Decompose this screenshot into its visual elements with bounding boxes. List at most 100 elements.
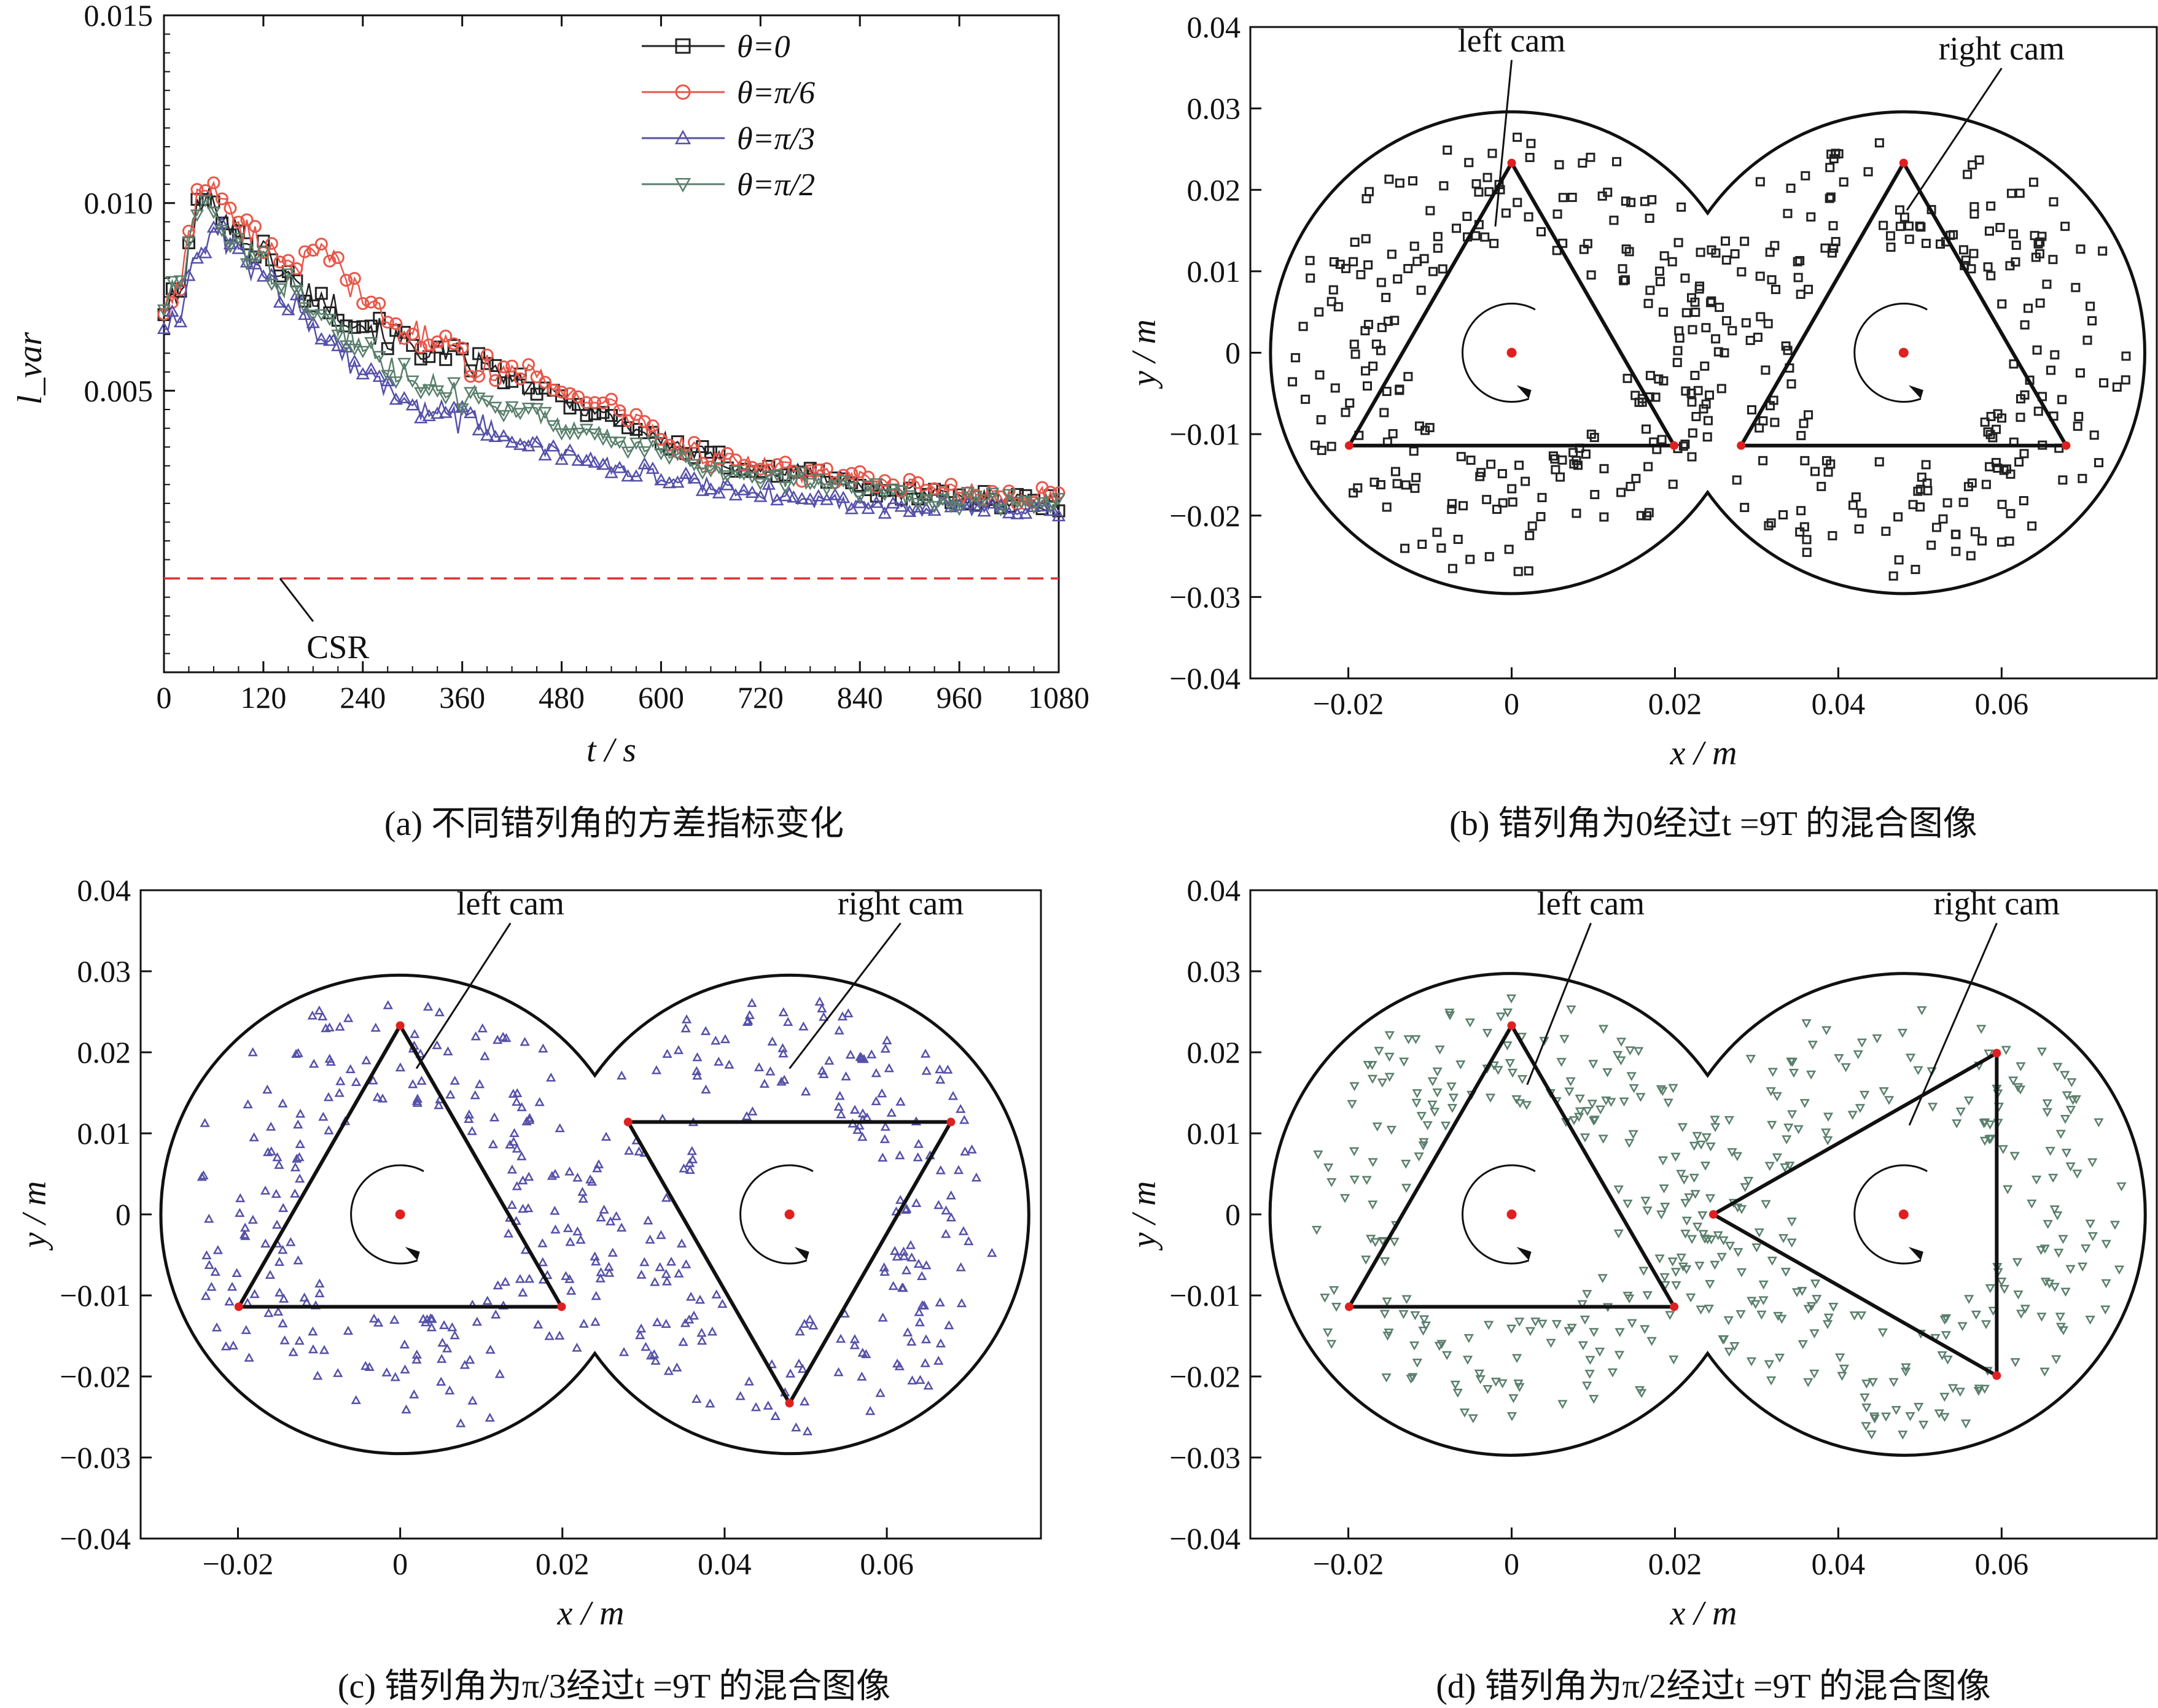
particle-marker xyxy=(1298,322,1308,332)
particle-marker xyxy=(1410,483,1420,493)
particle-marker xyxy=(1793,257,1802,266)
particle-marker xyxy=(636,1270,647,1279)
particle-marker xyxy=(1368,361,1378,371)
series-marker xyxy=(787,490,801,503)
particle-marker xyxy=(317,1011,328,1021)
particle-marker xyxy=(2016,1062,2026,1071)
particle-marker xyxy=(351,1395,361,1404)
particle-marker xyxy=(1599,512,1609,522)
particle-marker xyxy=(1409,1341,1420,1351)
particle-marker xyxy=(1537,492,1547,502)
series-marker xyxy=(844,481,859,495)
particle-marker xyxy=(1658,307,1668,317)
particle-marker xyxy=(1810,1279,1821,1289)
series-marker xyxy=(165,276,179,289)
particle-marker xyxy=(1580,1133,1591,1143)
particle-marker xyxy=(1672,357,1682,367)
series-marker xyxy=(464,370,477,383)
particle-marker xyxy=(914,1307,924,1316)
particle-marker xyxy=(1963,1096,1974,1106)
particle-marker xyxy=(1339,1194,1350,1203)
particle-marker xyxy=(2101,1279,2111,1289)
particle-marker xyxy=(1497,1379,1508,1389)
barrel-outline xyxy=(1268,972,2147,1457)
particle-marker xyxy=(1778,1234,1789,1243)
particle-marker xyxy=(1691,308,1700,317)
particle-marker xyxy=(292,1154,302,1163)
y-tick-label: 0.01 xyxy=(1187,254,1241,289)
particle-marker xyxy=(2087,316,2097,326)
particle-marker xyxy=(1367,1074,1378,1084)
particle-marker xyxy=(1508,497,1517,507)
particle-marker xyxy=(1668,479,1678,489)
particle-marker xyxy=(1417,539,1427,549)
particle-marker xyxy=(1468,1414,1478,1424)
x-tick-label: 480 xyxy=(539,680,585,715)
series-marker xyxy=(720,478,734,491)
particle-marker xyxy=(263,1308,274,1318)
series-marker xyxy=(157,322,171,335)
series-marker xyxy=(944,500,958,513)
particle-marker xyxy=(459,1360,470,1369)
particle-marker xyxy=(1514,460,1524,470)
series-marker xyxy=(803,492,817,505)
particle-marker xyxy=(857,1132,868,1141)
particle-marker xyxy=(1997,500,2007,510)
particle-marker xyxy=(368,1313,380,1323)
particle-marker xyxy=(1745,1055,1756,1064)
particle-marker xyxy=(871,1068,881,1077)
particle-marker xyxy=(1705,1142,1716,1152)
particle-marker xyxy=(1565,1077,1576,1087)
particle-marker xyxy=(1506,1412,1517,1421)
particle-marker xyxy=(1616,487,1626,497)
particle-marker xyxy=(1377,322,1387,332)
particle-marker xyxy=(836,1109,846,1119)
particle-marker xyxy=(913,1152,923,1162)
particle-marker xyxy=(241,1325,251,1334)
series-marker xyxy=(314,287,328,300)
series-marker xyxy=(455,403,469,416)
particle-marker xyxy=(1837,1372,1847,1381)
series-3 xyxy=(157,195,1066,517)
particle-marker xyxy=(1374,1047,1384,1056)
particle-marker xyxy=(1984,1135,1995,1144)
particle-marker xyxy=(2004,536,2014,546)
particle-marker xyxy=(1381,1373,1392,1383)
particle-marker xyxy=(1676,1253,1686,1263)
particle-marker xyxy=(278,1203,289,1213)
rotation-arrow xyxy=(739,1164,814,1265)
series-marker xyxy=(438,392,453,405)
particle-marker xyxy=(1465,1018,1475,1028)
particle-marker xyxy=(2035,249,2044,258)
series-marker xyxy=(182,236,196,249)
particle-marker xyxy=(561,1271,571,1280)
particle-marker xyxy=(1697,1211,1708,1221)
particle-marker xyxy=(1783,209,1793,219)
particle-marker xyxy=(1376,278,1386,287)
particle-marker xyxy=(1452,223,1462,233)
particle-marker xyxy=(861,1349,871,1359)
particle-marker xyxy=(2042,279,2052,289)
particle-marker xyxy=(946,1212,957,1222)
series-marker xyxy=(430,406,445,419)
particle-marker xyxy=(1828,221,1838,231)
particle-marker xyxy=(240,1222,251,1232)
particle-marker xyxy=(1917,1006,1927,1015)
particle-marker xyxy=(494,1368,505,1378)
particle-marker xyxy=(1741,318,1751,328)
series-marker xyxy=(389,376,403,389)
particle-marker xyxy=(1400,543,1410,553)
particle-marker xyxy=(1433,243,1443,253)
particle-marker xyxy=(1382,1331,1393,1341)
particle-marker xyxy=(550,1205,560,1215)
particle-marker xyxy=(1715,303,1724,312)
particle-marker xyxy=(1567,192,1577,202)
particle-marker xyxy=(1767,1068,1778,1077)
particle-marker xyxy=(512,1143,523,1153)
particle-marker xyxy=(2011,240,2021,250)
series-marker xyxy=(414,341,427,354)
particle-marker xyxy=(1524,212,1533,222)
particle-marker xyxy=(2099,378,2109,388)
series-marker xyxy=(596,457,610,470)
particle-marker xyxy=(661,1269,671,1278)
